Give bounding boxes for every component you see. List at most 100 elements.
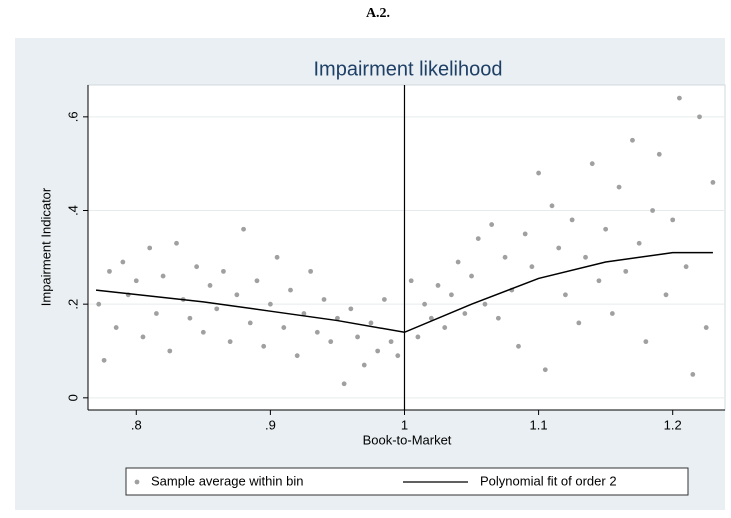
data-point	[449, 292, 454, 298]
data-point	[556, 245, 562, 251]
data-point	[650, 208, 655, 213]
y-tick-label: .4	[65, 205, 80, 216]
data-point	[462, 311, 468, 316]
data-point	[569, 217, 575, 223]
data-point	[609, 311, 615, 316]
data-point	[536, 170, 541, 176]
data-point	[314, 329, 320, 335]
data-point	[301, 311, 307, 316]
y-tick-label: .2	[65, 299, 80, 310]
data-point	[368, 320, 374, 326]
data-point	[643, 339, 649, 345]
data-point	[502, 254, 508, 260]
data-point	[710, 180, 716, 185]
legend-label: Polynomial fit of order 2	[480, 473, 617, 488]
figure-heading: A.2.	[366, 6, 390, 21]
data-point	[133, 278, 139, 284]
data-point	[435, 283, 441, 288]
data-point	[113, 325, 119, 330]
data-point	[395, 353, 401, 359]
data-point	[321, 297, 327, 302]
data-point	[335, 315, 340, 321]
data-point	[596, 278, 602, 284]
data-point	[234, 292, 240, 298]
data-point	[442, 325, 448, 330]
data-point	[576, 320, 582, 326]
data-point	[101, 357, 107, 363]
data-point	[355, 334, 360, 340]
data-point	[495, 315, 501, 321]
data-point	[469, 273, 474, 279]
data-point	[589, 161, 595, 167]
data-point	[140, 334, 146, 340]
data-point	[663, 292, 669, 298]
data-point	[274, 254, 280, 260]
x-tick-label: .8	[131, 417, 142, 432]
data-point	[227, 339, 233, 345]
data-point	[703, 325, 709, 330]
chart-title: Impairment likelihood	[314, 58, 503, 80]
data-point	[348, 306, 354, 312]
data-point	[482, 301, 488, 307]
data-point	[516, 343, 521, 349]
data-point	[207, 283, 213, 288]
x-axis-label: Book-to-Market	[363, 432, 452, 447]
data-point	[549, 203, 555, 209]
data-point	[683, 264, 689, 270]
data-point	[563, 292, 568, 298]
data-point	[375, 348, 381, 354]
data-point	[147, 245, 153, 251]
y-axis-label: Impairment Indicator	[38, 187, 53, 306]
data-point	[475, 236, 481, 242]
data-point	[120, 259, 126, 265]
data-point	[603, 226, 609, 232]
data-point	[670, 217, 676, 223]
legend-label: Sample average within bin	[151, 473, 303, 488]
data-point	[408, 278, 414, 284]
data-point	[542, 367, 548, 373]
x-tick-label: 1.2	[664, 417, 682, 432]
fit-line	[95, 251, 713, 334]
legend-swatch	[134, 479, 140, 485]
data-point	[489, 222, 495, 227]
data-point	[455, 259, 461, 265]
plot-area	[87, 84, 726, 411]
data-point	[96, 301, 102, 307]
data-point	[194, 264, 200, 270]
data-point	[529, 264, 535, 270]
data-point	[281, 325, 287, 330]
data-point	[241, 226, 246, 232]
data-point	[656, 151, 662, 157]
data-point	[267, 301, 273, 307]
data-point	[174, 240, 179, 246]
data-point	[200, 329, 206, 335]
x-tick-label: 1.1	[530, 417, 548, 432]
data-point	[388, 339, 394, 345]
data-point	[361, 362, 367, 368]
data-point	[107, 268, 112, 274]
data-point	[583, 254, 588, 260]
x-tick-label: 1	[401, 417, 408, 432]
data-point	[221, 268, 226, 274]
data-point	[308, 268, 314, 274]
data-point	[522, 231, 528, 237]
data-point	[341, 381, 347, 387]
data-point	[623, 268, 629, 274]
y-tick-label: 0	[65, 394, 80, 401]
data-point	[153, 311, 159, 316]
data-point	[261, 343, 267, 349]
data-point	[247, 320, 253, 326]
data-point	[328, 339, 334, 345]
data-point	[630, 137, 635, 143]
data-point	[288, 287, 293, 293]
data-point	[415, 334, 421, 340]
data-point	[428, 315, 434, 321]
data-point	[254, 278, 260, 284]
data-point	[697, 114, 702, 120]
data-point	[422, 301, 428, 307]
data-point	[677, 95, 682, 101]
y-tick-label: .6	[65, 111, 80, 122]
data-point	[214, 306, 220, 312]
data-point	[294, 353, 300, 359]
